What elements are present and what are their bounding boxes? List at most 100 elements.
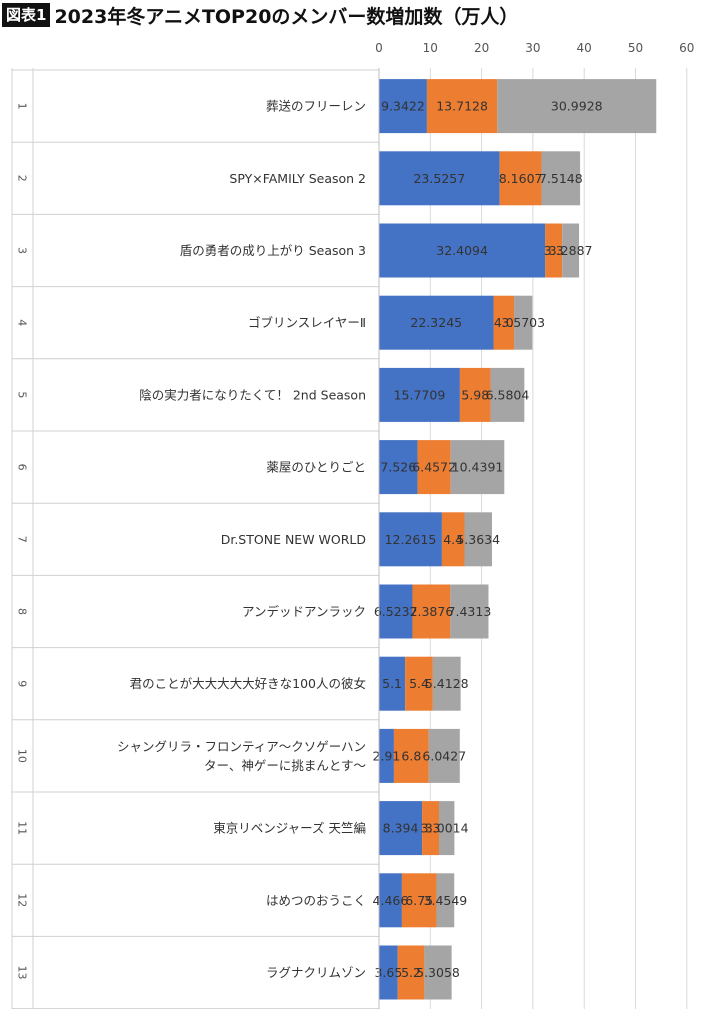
data-label: 30.9928	[551, 99, 603, 114]
bar-segment-1	[379, 584, 413, 639]
data-label: 12.2615	[385, 532, 437, 547]
figure-badge: 図表1	[2, 3, 51, 27]
x-tick-label: 50	[628, 41, 643, 55]
rank-label: 9	[16, 680, 29, 687]
bar-segment-1	[379, 728, 394, 783]
bar-segment-1	[379, 873, 402, 928]
bar-segment-1	[379, 945, 398, 1000]
data-label: 3.5703	[501, 315, 545, 330]
rank-label: 3	[16, 247, 29, 254]
data-label: 2.91	[373, 748, 401, 763]
bar-segment-3	[436, 873, 455, 928]
data-label: 23.5257	[413, 171, 465, 186]
category-label: 君のことが大大大大大好きな100人の彼女	[130, 676, 366, 691]
x-tick-label: 40	[577, 41, 592, 55]
data-label: 3.3	[544, 243, 564, 258]
rank-label: 7	[16, 536, 29, 543]
bar-segment-2	[441, 512, 465, 567]
x-tick-label: 60	[679, 41, 694, 55]
bar-segment-2	[545, 223, 563, 278]
rank-label: 5	[16, 391, 29, 398]
category-label: 陰の実力者になりたくて！ 2nd Season	[139, 387, 366, 402]
x-tick-label: 10	[423, 41, 438, 55]
data-label: 7.3876	[410, 604, 454, 619]
category-label: 盾の勇者の成り上がり Season 3	[180, 243, 366, 258]
data-label: 8.1607	[499, 171, 543, 186]
bar-segment-3	[541, 151, 581, 206]
data-label: 3.3	[421, 821, 441, 836]
bar-segment-2	[422, 801, 439, 856]
data-label: 5.3058	[416, 965, 460, 980]
category-label: シャングリラ・フロンティア〜クソゲーハン	[117, 739, 366, 754]
bar-segment-1	[379, 79, 427, 134]
data-label: 32.4094	[436, 243, 488, 258]
category-label: 葬送のフリーレン	[266, 99, 366, 114]
bar-segment-1	[379, 151, 500, 206]
bar-segment-1	[379, 295, 494, 350]
data-label: 22.3245	[410, 315, 462, 330]
rank-label: 13	[16, 966, 29, 980]
chart-title: 2023年冬アニメTOP20のメンバー数増加数（万人）	[54, 5, 519, 28]
data-label: 15.7709	[394, 387, 446, 402]
rank-label: 2	[16, 175, 29, 182]
data-label: 9.3422	[381, 99, 425, 114]
category-label: アンデッドアンラック	[242, 604, 366, 619]
rank-label: 8	[16, 608, 29, 615]
category-label: ゴブリンスレイヤーⅡ	[248, 315, 366, 330]
x-tick-label: 0	[375, 41, 383, 55]
data-label: 7.526	[380, 460, 416, 475]
bar-segment-1	[379, 223, 546, 278]
data-label: 5.98	[461, 387, 489, 402]
data-label: 4.0	[494, 315, 514, 330]
bar-segment-2	[493, 295, 515, 350]
data-label: 5.1	[382, 676, 402, 691]
category-label: SPY×FAMILY Season 2	[229, 171, 366, 186]
data-label: 6.75	[405, 893, 433, 908]
data-label: 7.5148	[539, 171, 583, 186]
bar-segment-3	[438, 801, 455, 856]
bar-segment-2	[393, 728, 429, 783]
data-label: 6.5804	[486, 387, 530, 402]
bar-segment-3	[432, 656, 461, 711]
bar-segment-3	[424, 945, 452, 1000]
data-label: 3.0014	[425, 821, 469, 836]
category-label: 薬屋のひとりごと	[266, 460, 366, 475]
data-label: 5.4	[409, 676, 429, 691]
rank-label: 6	[16, 464, 29, 471]
rank-label: 10	[16, 749, 29, 763]
category-label: Dr.STONE NEW WORLD	[221, 532, 366, 547]
data-label: 6.8	[401, 748, 421, 763]
bar-segment-1	[379, 656, 406, 711]
data-label: 6.0427	[422, 748, 466, 763]
category-label: ター、神ゲーに挑まんとす〜	[204, 758, 366, 773]
data-label: 8.394	[383, 821, 419, 836]
data-label: 6.4572	[412, 460, 456, 475]
data-label: 4.466	[373, 893, 409, 908]
data-label: 5.3634	[456, 532, 500, 547]
rank-label: 11	[16, 821, 29, 835]
bar-segment-3	[562, 223, 580, 278]
bar-segment-1	[379, 512, 442, 567]
data-label: 3.65	[374, 965, 402, 980]
rank-label: 4	[16, 319, 29, 326]
bar-segment-3	[490, 367, 525, 422]
data-label: 7.4313	[448, 604, 492, 619]
category-label: 東京リベンジャーズ 天竺編	[213, 821, 366, 836]
bar-segment-2	[412, 584, 451, 639]
bar-segment-3	[450, 440, 505, 495]
rank-label: 1	[16, 103, 29, 110]
data-label: 6.5232	[374, 604, 418, 619]
bar-segment-3	[514, 295, 533, 350]
data-label: 5.2	[401, 965, 421, 980]
rank-label: 12	[16, 893, 29, 907]
data-label: 10.4391	[452, 460, 504, 475]
data-label: 13.7128	[436, 99, 488, 114]
bar-segment-3	[497, 79, 657, 134]
category-label: ラグナクリムゾン	[266, 965, 366, 980]
x-tick-label: 30	[525, 41, 540, 55]
x-tick-label: 20	[474, 41, 489, 55]
data-label: 3.2887	[549, 243, 593, 258]
bar-segment-2	[397, 945, 425, 1000]
bar-segment-2	[401, 873, 437, 928]
chart-title-row: 図表1 2023年冬アニメTOP20のメンバー数増加数（万人）	[2, 0, 518, 30]
